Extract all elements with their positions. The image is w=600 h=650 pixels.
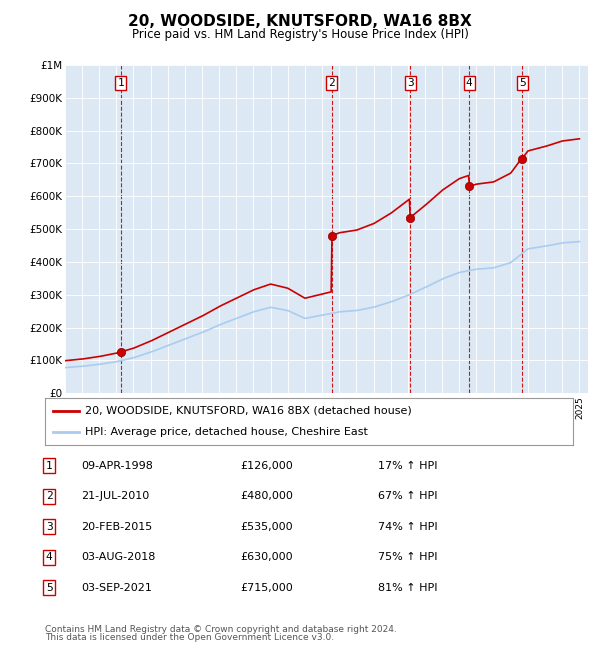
Text: 5: 5 [46, 583, 53, 593]
Text: 20, WOODSIDE, KNUTSFORD, WA16 8BX (detached house): 20, WOODSIDE, KNUTSFORD, WA16 8BX (detac… [85, 406, 412, 415]
Text: 5: 5 [519, 78, 526, 88]
Text: Contains HM Land Registry data © Crown copyright and database right 2024.: Contains HM Land Registry data © Crown c… [45, 625, 397, 634]
Text: 21-JUL-2010: 21-JUL-2010 [81, 491, 149, 501]
Text: 20-FEB-2015: 20-FEB-2015 [81, 522, 152, 532]
Text: £535,000: £535,000 [240, 522, 293, 532]
Text: 74% ↑ HPI: 74% ↑ HPI [378, 522, 437, 532]
Text: 1: 1 [118, 78, 124, 88]
Text: 17% ↑ HPI: 17% ↑ HPI [378, 461, 437, 471]
Text: HPI: Average price, detached house, Cheshire East: HPI: Average price, detached house, Ches… [85, 428, 367, 437]
Text: 2: 2 [328, 78, 335, 88]
Text: 2: 2 [46, 491, 53, 501]
Text: £480,000: £480,000 [240, 491, 293, 501]
Text: 1: 1 [46, 461, 53, 471]
Text: 75% ↑ HPI: 75% ↑ HPI [378, 552, 437, 562]
Text: Price paid vs. HM Land Registry's House Price Index (HPI): Price paid vs. HM Land Registry's House … [131, 28, 469, 41]
Text: 67% ↑ HPI: 67% ↑ HPI [378, 491, 437, 501]
Text: 09-APR-1998: 09-APR-1998 [81, 461, 153, 471]
Text: 03-SEP-2021: 03-SEP-2021 [81, 583, 152, 593]
Text: £715,000: £715,000 [240, 583, 293, 593]
Text: 81% ↑ HPI: 81% ↑ HPI [378, 583, 437, 593]
Text: 03-AUG-2018: 03-AUG-2018 [81, 552, 155, 562]
Text: 3: 3 [46, 522, 53, 532]
Text: This data is licensed under the Open Government Licence v3.0.: This data is licensed under the Open Gov… [45, 633, 334, 642]
Text: 4: 4 [466, 78, 473, 88]
Text: £126,000: £126,000 [240, 461, 293, 471]
Text: 4: 4 [46, 552, 53, 562]
Text: £630,000: £630,000 [240, 552, 293, 562]
Text: 20, WOODSIDE, KNUTSFORD, WA16 8BX: 20, WOODSIDE, KNUTSFORD, WA16 8BX [128, 14, 472, 29]
Text: 3: 3 [407, 78, 413, 88]
